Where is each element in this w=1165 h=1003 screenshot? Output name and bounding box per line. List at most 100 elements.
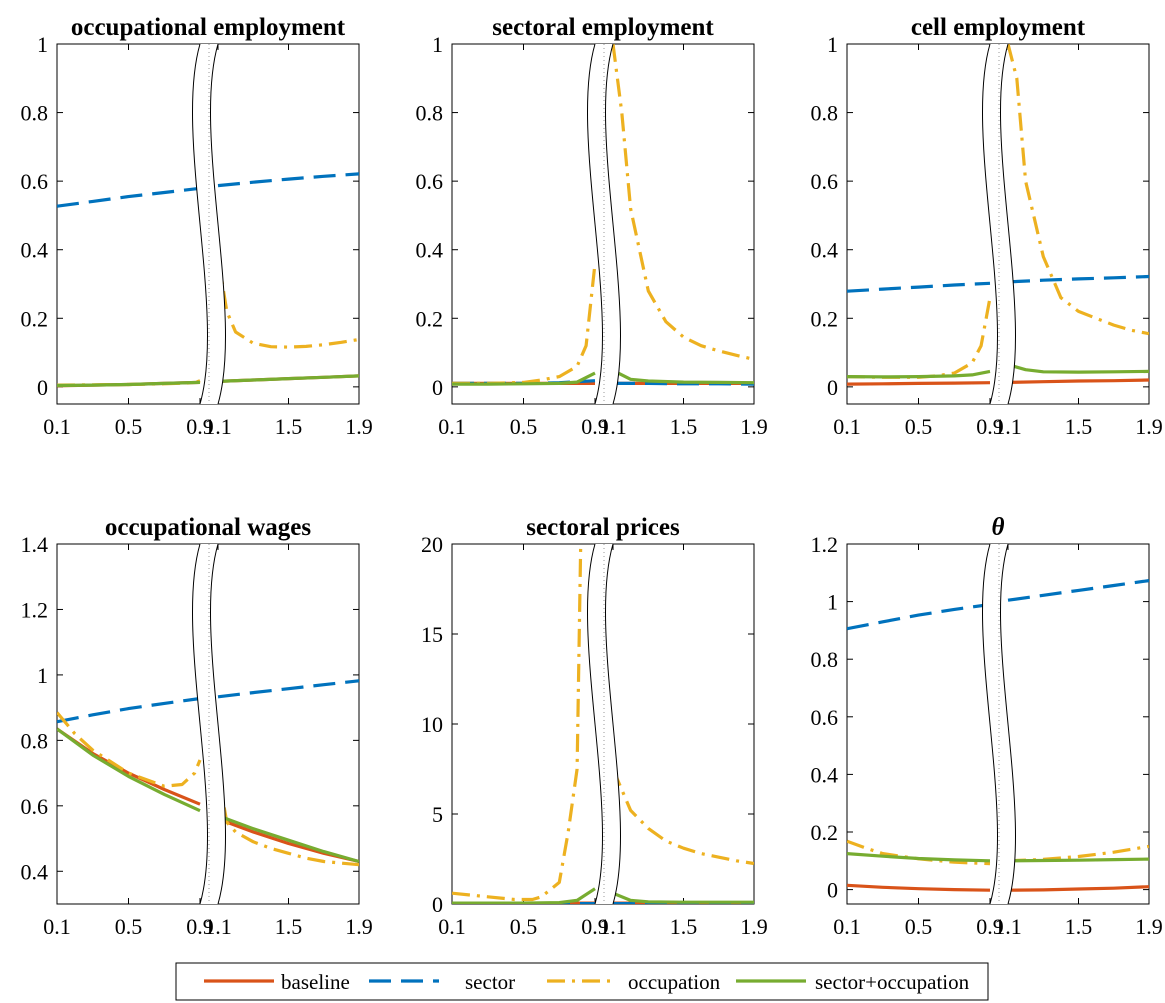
y-tick-label: 1 [37,663,48,688]
series-line-sector-right [217,172,359,188]
y-tick-label: 0.4 [811,238,839,263]
series-line-occupation-left [847,297,992,379]
axis-break-right [1000,43,1016,405]
series-line-occupation-left [452,544,583,902]
x-tick-label: 0.5 [115,414,143,439]
y-tick-label: 1.2 [811,532,839,557]
series-line-sector-left [847,281,991,293]
x-tick-label: 0.1 [833,414,861,439]
series-line-occupation-right [611,768,754,866]
series-line-sector-right [1007,579,1149,602]
x-tick-label: 1.5 [275,414,303,439]
series-line-sector-right [1007,274,1149,284]
panel-title: occupational wages [105,514,312,541]
series-line-sector_occupation-right [612,891,754,904]
panel-2: 0 0.2 0.4 0.6 0.8 1 0.1 0.5 0.91.1 1.5 1.9 sectoral… [416,14,768,439]
y-tick-label: 10 [421,712,443,737]
axis-break-left [982,43,998,405]
y-tick-label: 15 [421,622,443,647]
y-tick-label: 0.4 [416,238,444,263]
series-line-sector_occupation-right [1007,857,1149,863]
y-tick-label: 0.8 [21,101,49,126]
legend-label-occupation: occupation [628,970,721,994]
series-line-baseline-right [1007,885,1149,892]
series-line-sector_occupation-right [612,368,754,385]
legend-label-sector: sector [465,970,515,994]
y-tick-label: 1 [827,590,838,615]
series-line-sector-left [57,186,201,208]
y-tick-label: 0.6 [21,794,49,819]
axis-break-right [210,43,226,405]
series-line-baseline-right [1007,378,1149,384]
series-line-sector-left [57,696,201,724]
y-tick-label: 0.4 [21,859,49,884]
series-line-occupation-right [1006,44,1149,336]
series-line-baseline-left [847,883,991,892]
panel-3: 0 0.2 0.4 0.6 0.8 1 0.1 0.5 0.91.1 1.5 1.9 cell emp… [811,14,1163,439]
y-tick-label: 0.6 [811,169,839,194]
y-tick-label: 0.8 [21,728,49,753]
legend-label-sector_occupation: sector+occupation [815,970,970,994]
x-tick-label: 0.9 [581,914,609,939]
y-tick-label: 0 [432,375,443,400]
series-group [847,579,1149,892]
y-tick-label: 1 [37,32,48,57]
x-tick-label: 0.5 [510,414,538,439]
y-tick-label: 0 [827,375,838,400]
x-tick-label: 1.1 [994,914,1022,939]
x-tick-label: 1.9 [345,914,373,939]
y-tick-label: 20 [421,532,443,557]
axis-break-left [587,543,603,905]
panel-title: θ [992,514,1005,541]
y-tick-label: 0.6 [416,169,444,194]
axis-break-right [1000,543,1016,905]
series-line-sector_occupation-left [452,371,596,386]
axis-break-left [982,543,998,905]
series-line-baseline-left [57,727,201,806]
x-tick-label: 1.1 [204,414,232,439]
x-tick-label: 0.5 [115,914,143,939]
series-line-occupation-left [57,711,202,788]
series-group [57,172,359,388]
y-tick-label: 0.8 [416,101,444,126]
y-tick-label: 1 [432,32,443,57]
axis-break-right [605,43,621,405]
y-tick-label: 0.4 [811,762,839,787]
y-tick-label: 0.6 [811,705,839,730]
y-tick-label: 0.8 [811,647,839,672]
x-tick-label: 1.9 [1135,414,1163,439]
series-line-occupation-right [216,256,359,349]
x-tick-label: 1.5 [1065,914,1093,939]
x-tick-label: 1.9 [740,914,768,939]
series-line-sector-left [847,602,991,631]
y-tick-label: 0 [37,375,48,400]
axis-break-left [587,43,603,405]
x-tick-label: 1.5 [670,414,698,439]
series-line-occupation-left [847,839,991,866]
x-tick-label: 0.5 [905,414,933,439]
series-line-occupation-left [452,263,597,385]
series-group [452,44,754,386]
x-tick-label: 1.1 [204,914,232,939]
x-tick-label: 1.5 [1065,414,1093,439]
x-tick-label: 0.1 [438,414,466,439]
x-tick-label: 0.9 [581,414,609,439]
series-line-sector_occupation-right [217,374,359,383]
x-tick-label: 0.5 [510,914,538,939]
series-group [847,44,1149,386]
series-line-sector-right [217,679,359,699]
y-tick-label: 0 [827,878,838,903]
series-line-sector_occupation-left [57,727,201,813]
series-line-occupation-right [216,772,359,867]
series-line-sector_occupation-left [452,887,596,904]
x-tick-label: 0.1 [43,414,71,439]
panel-title: sectoral employment [492,14,714,41]
y-tick-label: 0.2 [21,306,49,331]
y-tick-label: 0.2 [811,306,839,331]
series-group [57,679,359,867]
series-line-sector_occupation-right [217,814,359,864]
legend: baseline sector occupation sector+occupatio… [175,962,989,1001]
x-tick-label: 1.1 [994,414,1022,439]
panel-title: occupational employment [71,14,346,41]
